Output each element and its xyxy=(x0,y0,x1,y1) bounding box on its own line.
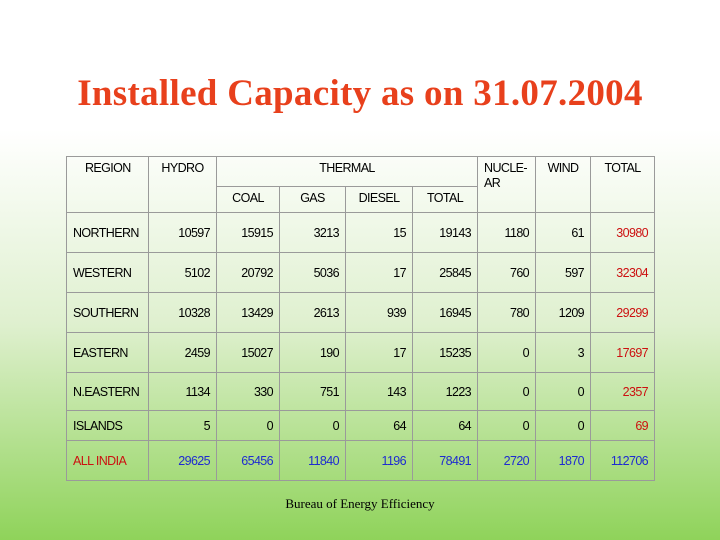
nuclear-cell: 1180 xyxy=(477,212,537,253)
region-cell: EASTERN xyxy=(66,332,149,373)
header-nuclear: NUCLE-AR xyxy=(477,156,537,213)
region-cell: ALL INDIA xyxy=(66,440,149,481)
thermal-total-cell: 15235 xyxy=(411,332,479,373)
header-coal: COAL xyxy=(216,186,280,213)
thermal-total-cell: 16945 xyxy=(411,292,479,333)
wind-cell: 3 xyxy=(535,332,592,373)
region-cell: ISLANDS xyxy=(66,410,149,441)
coal-cell: 0 xyxy=(216,410,280,441)
hydro-cell: 5102 xyxy=(148,252,217,293)
gas-cell: 751 xyxy=(279,372,346,411)
table-row-all-india: ALL INDIA 29625 65456 11840 1196 78491 2… xyxy=(66,440,656,481)
hydro-cell: 10597 xyxy=(148,212,217,253)
table-row: ISLANDS 5 0 0 64 64 0 0 69 xyxy=(66,410,656,441)
table-row: EASTERN 2459 15027 190 17 15235 0 3 1769… xyxy=(66,332,656,373)
slide-title: Installed Capacity as on 31.07.2004 xyxy=(77,73,643,114)
header-region: REGION xyxy=(66,156,149,213)
wind-cell: 1870 xyxy=(535,440,592,481)
header-wind: WIND xyxy=(535,156,592,213)
total-cell: 112706 xyxy=(590,440,656,481)
total-cell: 69 xyxy=(590,410,656,441)
region-cell: N.EASTERN xyxy=(66,372,149,411)
diesel-cell: 939 xyxy=(345,292,413,333)
region-cell: WESTERN xyxy=(66,252,149,293)
hydro-cell: 29625 xyxy=(148,440,217,481)
total-cell: 30980 xyxy=(590,212,656,253)
installed-capacity-table: REGION HYDRO THERMAL NUCLE-AR WIND TOTAL… xyxy=(66,156,656,481)
wind-cell: 597 xyxy=(535,252,592,293)
thermal-total-cell: 64 xyxy=(411,410,479,441)
thermal-total-cell: 19143 xyxy=(411,212,479,253)
nuclear-cell: 0 xyxy=(477,372,537,411)
diesel-cell: 143 xyxy=(345,372,413,411)
coal-cell: 15027 xyxy=(216,332,280,373)
footer-credit: Bureau of Energy Efficiency xyxy=(285,496,435,511)
diesel-cell: 64 xyxy=(345,410,413,441)
header-thermal-total: TOTAL xyxy=(411,186,479,213)
wind-cell: 1209 xyxy=(535,292,592,333)
coal-cell: 330 xyxy=(216,372,280,411)
hydro-cell: 5 xyxy=(148,410,217,441)
header-diesel: DIESEL xyxy=(345,186,413,213)
total-cell: 29299 xyxy=(590,292,656,333)
gas-cell: 2613 xyxy=(279,292,346,333)
table-row: NORTHERN 10597 15915 3213 15 19143 1180 … xyxy=(66,212,656,253)
header-thermal: THERMAL xyxy=(215,156,479,187)
hydro-cell: 1134 xyxy=(148,372,217,411)
gas-cell: 11840 xyxy=(279,440,346,481)
nuclear-cell: 760 xyxy=(477,252,537,293)
header-hydro: HYDRO xyxy=(148,156,217,213)
nuclear-cell: 0 xyxy=(477,332,537,373)
table-row: N.EASTERN 1134 330 751 143 1223 0 0 2357 xyxy=(66,372,656,411)
wind-cell: 0 xyxy=(535,410,592,441)
header-gas: GAS xyxy=(279,186,346,213)
wind-cell: 61 xyxy=(535,212,592,253)
nuclear-cell: 0 xyxy=(477,410,537,441)
coal-cell: 13429 xyxy=(216,292,280,333)
gas-cell: 5036 xyxy=(279,252,346,293)
diesel-cell: 17 xyxy=(345,332,413,373)
region-cell: SOUTHERN xyxy=(66,292,149,333)
total-cell: 17697 xyxy=(590,332,656,373)
total-cell: 32304 xyxy=(590,252,656,293)
gas-cell: 3213 xyxy=(279,212,346,253)
wind-cell: 0 xyxy=(535,372,592,411)
header-total: TOTAL xyxy=(590,156,656,213)
region-cell: NORTHERN xyxy=(66,212,149,253)
coal-cell: 15915 xyxy=(216,212,280,253)
thermal-total-cell: 25845 xyxy=(411,252,479,293)
thermal-total-cell: 78491 xyxy=(411,440,479,481)
nuclear-cell: 2720 xyxy=(477,440,537,481)
diesel-cell: 17 xyxy=(345,252,413,293)
gas-cell: 190 xyxy=(279,332,346,373)
coal-cell: 65456 xyxy=(216,440,280,481)
gas-cell: 0 xyxy=(279,410,346,441)
diesel-cell: 15 xyxy=(345,212,413,253)
diesel-cell: 1196 xyxy=(345,440,413,481)
hydro-cell: 2459 xyxy=(148,332,217,373)
thermal-total-cell: 1223 xyxy=(411,372,479,411)
table-row: SOUTHERN 10328 13429 2613 939 16945 780 … xyxy=(66,292,656,333)
total-cell: 2357 xyxy=(590,372,656,411)
coal-cell: 20792 xyxy=(216,252,280,293)
table-row: WESTERN 5102 20792 5036 17 25845 760 597… xyxy=(66,252,656,293)
hydro-cell: 10328 xyxy=(148,292,217,333)
nuclear-cell: 780 xyxy=(477,292,537,333)
